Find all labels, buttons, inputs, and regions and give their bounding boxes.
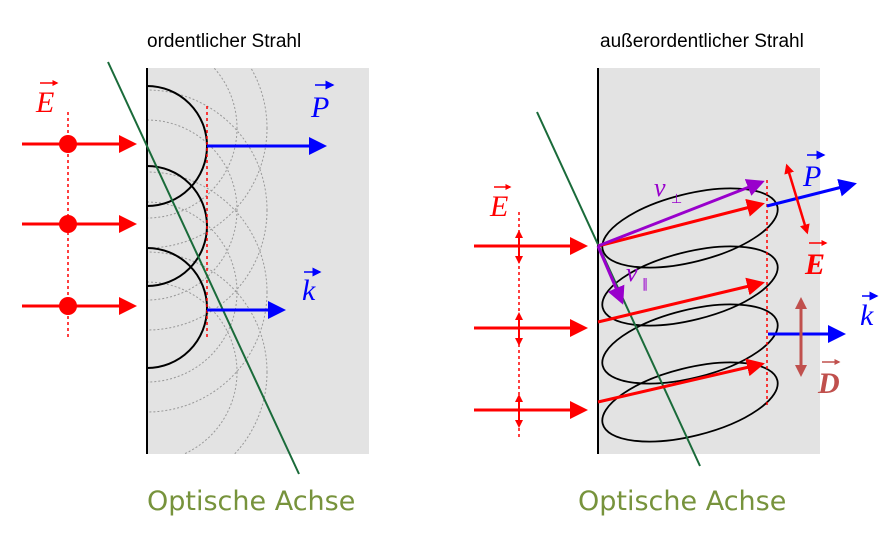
e-field-double-arrow-out (784, 163, 810, 235)
huygens-wavelets (147, 68, 268, 454)
poynting-arrow-extraordinary (766, 178, 857, 208)
crystal-medium-extraordinary (598, 68, 820, 454)
v-perp-label: v ⊥ (654, 173, 682, 207)
e-field-dot-2 (59, 215, 77, 233)
left-panel: E P k (22, 61, 369, 475)
svg-text:k: k (860, 299, 874, 332)
incident-rays-extraordinary (474, 230, 588, 428)
svg-text:D: D (817, 367, 840, 400)
refracted-rays-extraordinary (597, 199, 765, 404)
k-vector-label-left: k (302, 267, 322, 307)
svg-text:∥: ∥ (642, 277, 649, 292)
right-panel: E v ⊥ v ∥ P E k D (474, 68, 879, 467)
e-field-dot-3 (59, 297, 77, 315)
optic-axis-caption-left: Optische Achse (147, 486, 356, 517)
svg-text:E: E (35, 86, 54, 119)
e-field-dot-1 (59, 135, 77, 153)
svg-text:v: v (654, 173, 666, 202)
e-vector-label-left: E (35, 80, 59, 119)
svg-text:⊥: ⊥ (671, 192, 682, 207)
svg-text:v: v (626, 258, 638, 287)
incident-rays-ordinary (22, 135, 137, 315)
p-vector-label-left: P (310, 80, 335, 124)
ordinary-ray-title: ordentlicher Strahl (147, 31, 302, 52)
k-vector-label-right: k (860, 291, 879, 332)
e-vector-label-right-out: E (804, 240, 828, 281)
v-perp-arrow (597, 179, 765, 248)
optic-axis-caption-right: Optische Achse (578, 486, 787, 517)
wavefront-3 (146, 247, 208, 369)
d-vector-label: D (817, 359, 841, 400)
svg-text:P: P (310, 91, 329, 124)
p-vector-label-right: P (802, 150, 826, 193)
svg-text:E: E (489, 190, 508, 223)
optic-axis-line-left (107, 61, 300, 475)
extraordinary-ray-title: außerordentlicher Strahl (600, 31, 804, 52)
v-parallel-label: v ∥ (626, 258, 649, 292)
svg-text:k: k (302, 274, 316, 307)
svg-text:P: P (802, 160, 821, 193)
huygens-ellipses (601, 187, 779, 443)
v-parallel-arrow (596, 245, 625, 305)
svg-text:E: E (804, 248, 825, 281)
e-vector-label-right-in: E (489, 184, 512, 223)
